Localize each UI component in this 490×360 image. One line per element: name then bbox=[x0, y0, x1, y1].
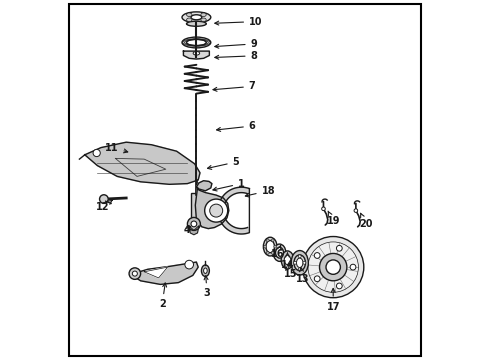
Circle shape bbox=[264, 245, 267, 248]
Ellipse shape bbox=[296, 258, 303, 267]
Ellipse shape bbox=[201, 13, 206, 17]
Ellipse shape bbox=[187, 18, 192, 22]
Circle shape bbox=[314, 276, 320, 282]
Circle shape bbox=[298, 268, 301, 271]
Circle shape bbox=[185, 260, 194, 269]
Circle shape bbox=[326, 260, 341, 274]
Circle shape bbox=[303, 261, 306, 264]
Ellipse shape bbox=[182, 12, 211, 23]
Circle shape bbox=[266, 251, 269, 254]
Text: 6: 6 bbox=[217, 121, 256, 131]
Text: 16: 16 bbox=[270, 246, 284, 259]
Text: 20: 20 bbox=[359, 213, 372, 229]
Polygon shape bbox=[196, 188, 229, 229]
Polygon shape bbox=[218, 187, 249, 234]
Circle shape bbox=[337, 283, 342, 289]
Text: 13: 13 bbox=[296, 267, 309, 284]
Circle shape bbox=[337, 246, 342, 251]
Text: 12: 12 bbox=[96, 200, 112, 212]
Text: 18: 18 bbox=[245, 186, 275, 197]
Circle shape bbox=[308, 242, 358, 292]
Circle shape bbox=[187, 217, 200, 230]
Circle shape bbox=[205, 199, 228, 222]
Ellipse shape bbox=[281, 251, 294, 269]
Circle shape bbox=[132, 271, 137, 276]
Text: 5: 5 bbox=[208, 157, 240, 170]
Text: 3: 3 bbox=[204, 276, 211, 298]
Ellipse shape bbox=[182, 37, 211, 48]
Ellipse shape bbox=[187, 39, 206, 46]
Circle shape bbox=[319, 253, 347, 281]
Circle shape bbox=[354, 209, 358, 212]
Circle shape bbox=[99, 195, 108, 203]
Circle shape bbox=[129, 268, 141, 279]
Circle shape bbox=[93, 149, 100, 157]
Circle shape bbox=[350, 264, 356, 270]
Text: 7: 7 bbox=[213, 81, 256, 91]
Polygon shape bbox=[196, 181, 212, 191]
Bar bbox=[191, 193, 202, 220]
Text: 4: 4 bbox=[184, 225, 191, 235]
Text: 8: 8 bbox=[215, 51, 257, 61]
Ellipse shape bbox=[263, 237, 277, 256]
Ellipse shape bbox=[266, 240, 274, 253]
Polygon shape bbox=[144, 267, 168, 278]
Ellipse shape bbox=[201, 265, 209, 276]
Ellipse shape bbox=[201, 18, 206, 22]
Circle shape bbox=[274, 245, 277, 248]
Polygon shape bbox=[189, 226, 199, 235]
Ellipse shape bbox=[187, 21, 206, 26]
Text: 14: 14 bbox=[281, 253, 294, 270]
Ellipse shape bbox=[193, 51, 199, 55]
Text: 19: 19 bbox=[326, 211, 340, 226]
Text: 2: 2 bbox=[159, 283, 167, 309]
Circle shape bbox=[298, 255, 301, 258]
Circle shape bbox=[321, 207, 325, 211]
Ellipse shape bbox=[275, 247, 284, 258]
Polygon shape bbox=[85, 142, 200, 184]
Text: 11: 11 bbox=[105, 143, 128, 153]
Polygon shape bbox=[183, 51, 209, 59]
Circle shape bbox=[303, 237, 364, 298]
Text: 15: 15 bbox=[284, 263, 298, 279]
Circle shape bbox=[271, 239, 274, 242]
Ellipse shape bbox=[187, 13, 192, 17]
Ellipse shape bbox=[273, 244, 286, 261]
Text: 17: 17 bbox=[326, 288, 340, 312]
Text: 1: 1 bbox=[213, 179, 245, 191]
Circle shape bbox=[191, 221, 197, 227]
Circle shape bbox=[194, 219, 199, 224]
Circle shape bbox=[210, 204, 222, 217]
Bar bbox=[189, 219, 204, 225]
Ellipse shape bbox=[191, 15, 202, 20]
Text: 9: 9 bbox=[215, 39, 257, 49]
Circle shape bbox=[314, 253, 320, 258]
Circle shape bbox=[266, 239, 269, 242]
Ellipse shape bbox=[291, 251, 308, 275]
Text: 10: 10 bbox=[215, 17, 263, 27]
Ellipse shape bbox=[294, 255, 305, 271]
Circle shape bbox=[271, 251, 274, 254]
Polygon shape bbox=[130, 262, 198, 284]
Circle shape bbox=[294, 261, 296, 264]
Ellipse shape bbox=[204, 268, 207, 274]
Ellipse shape bbox=[284, 255, 291, 265]
